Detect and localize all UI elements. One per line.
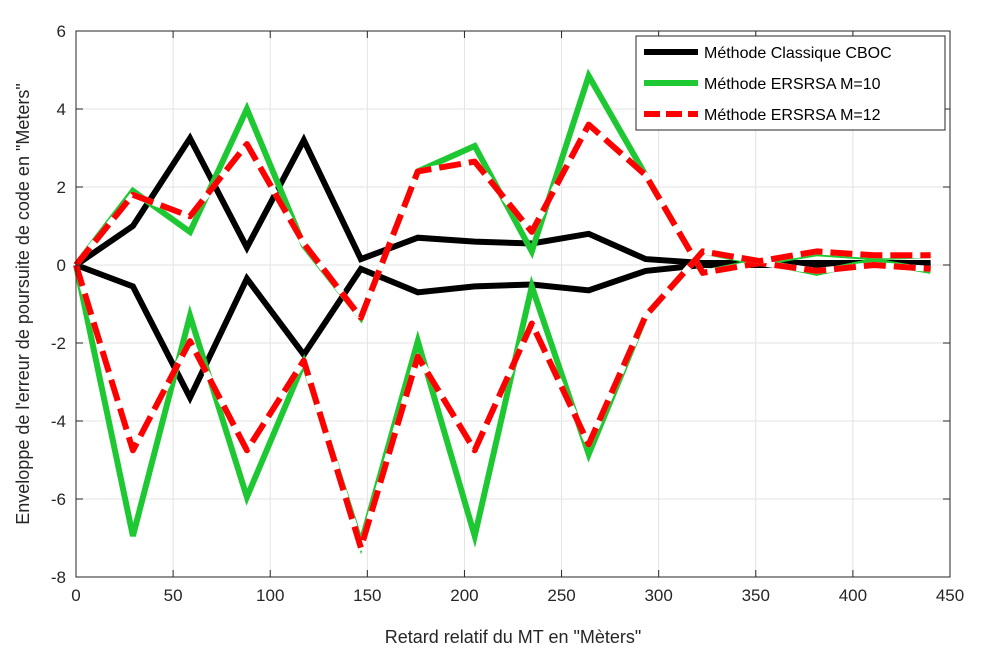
y-axis-label: Enveloppe de l'erreur de poursuite de co… [13, 83, 33, 524]
x-tick-label: 0 [71, 586, 80, 605]
legend: Méthode Classique CBOC Méthode ERSRSA M=1… [635, 35, 946, 131]
x-tick-label: 200 [450, 586, 478, 605]
series-line-upper-2 [73, 121, 931, 321]
y-tick-label: -4 [51, 412, 66, 431]
x-tick-label: 400 [839, 586, 867, 605]
x-tick-label: 150 [353, 586, 381, 605]
plot-frame [75, 30, 951, 578]
series-layer [73, 68, 932, 555]
y-tick-label: 6 [57, 22, 66, 41]
y-tick-label: -8 [51, 568, 66, 587]
y-tick-label: 2 [57, 178, 66, 197]
legend-label: Méthode ERSRSA M=12 [704, 107, 881, 124]
x-tick-label: 250 [547, 586, 575, 605]
series-line-lower-2 [73, 248, 931, 551]
y-tick-label: -2 [51, 334, 66, 353]
x-tick-label: 300 [644, 586, 672, 605]
legend-label: Méthode ERSRSA M=10 [704, 76, 881, 93]
x-axis-label: Retard relatif du MT en "Mèters" [385, 627, 642, 647]
axis-ticks: 0 50 100 150 200 250 300 350 400 450 -8 -6 -4 -2 0 2 4 6 [51, 22, 964, 605]
x-tick-label: 100 [256, 586, 284, 605]
y-tick-label: -6 [51, 490, 66, 509]
y-tick-label: 0 [57, 256, 66, 275]
y-tick-label: 4 [57, 100, 66, 119]
x-tick-label: 450 [936, 586, 964, 605]
legend-label: Méthode Classique CBOC [704, 45, 892, 62]
x-tick-label: 350 [742, 586, 770, 605]
x-tick-label: 50 [164, 586, 183, 605]
